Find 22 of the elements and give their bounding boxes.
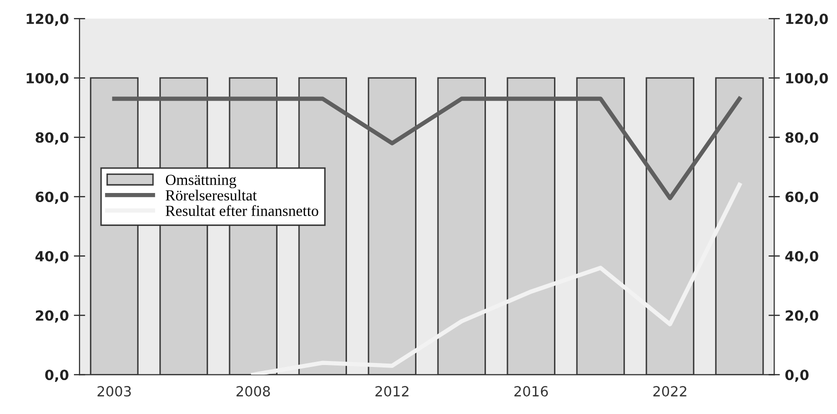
x-tick-label: 2012 <box>375 386 408 397</box>
y-tick-label: 20,0 <box>36 310 68 323</box>
legend-label: Omsättning <box>166 174 236 188</box>
x-tick-label: 2022 <box>653 386 686 397</box>
y-tick-label: 100,0 <box>26 72 68 86</box>
y2-tick-label: 0,0 <box>785 370 809 382</box>
x-tick-label: 2016 <box>514 386 548 397</box>
y2-tick-label: 60,0 <box>786 192 818 204</box>
y-tick-label: 0,0 <box>45 370 68 382</box>
y2-tick-label: 20,0 <box>786 310 818 323</box>
legend-label: Rörelseresultat <box>166 190 257 201</box>
y2-tick-label: 100,0 <box>786 72 828 86</box>
legend-label: Resultat efter finansnetto <box>166 205 318 216</box>
y2-tick-label: 40,0 <box>785 250 818 264</box>
y2-tick-label: 80,0 <box>785 132 818 145</box>
y-tick-label: 40,0 <box>35 250 68 264</box>
y-tick-label: 120,0 <box>26 14 68 26</box>
y2-tick-label: 120,0 <box>786 14 828 26</box>
x-tick-label: 2008 <box>236 386 270 397</box>
y-tick-label: 60,0 <box>36 192 68 204</box>
y-tick-label: 80,0 <box>36 132 68 145</box>
x-tick-label: 2003 <box>98 386 131 397</box>
